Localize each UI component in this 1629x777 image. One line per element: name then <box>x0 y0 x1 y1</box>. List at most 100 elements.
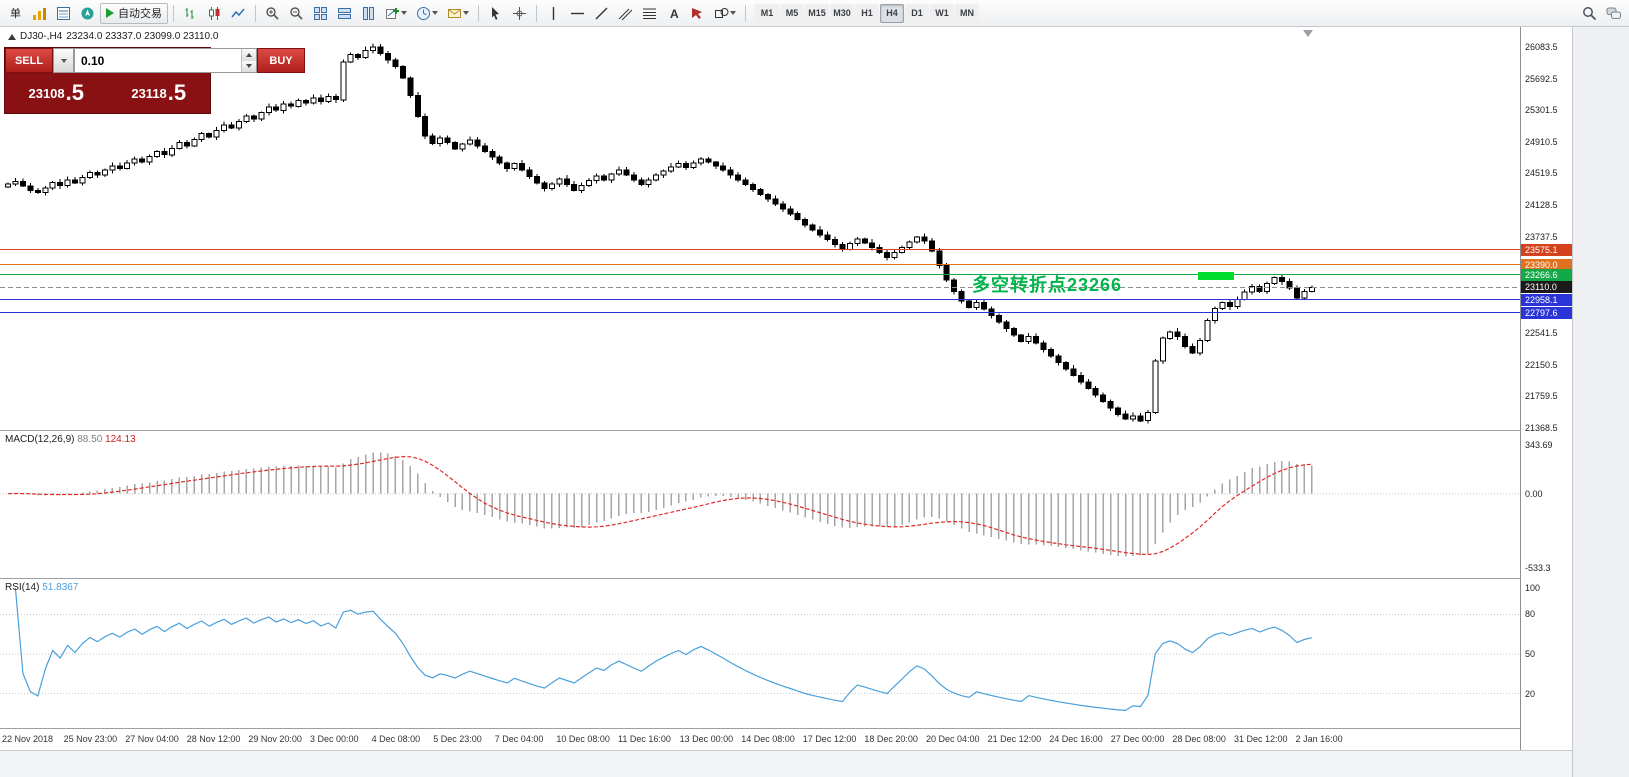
shapes-tool-icon[interactable] <box>710 2 740 25</box>
macd-name: MACD(12,26,9) <box>5 434 75 445</box>
price-axis-label: 24128.5 <box>1525 199 1558 210</box>
new-chart-icon[interactable] <box>381 2 411 25</box>
price-axis-label: 25692.5 <box>1525 73 1558 84</box>
toolbar-separator <box>255 4 256 22</box>
new-order-button[interactable]: 单 <box>4 3 27 24</box>
trendline-tool-icon[interactable] <box>590 2 613 25</box>
timeframe-button-W1[interactable]: W1 <box>930 3 954 23</box>
time-axis-label: 25 Nov 23:00 <box>63 734 118 744</box>
price-axis-label: 24519.5 <box>1525 168 1558 179</box>
timeframe-button-D1[interactable]: D1 <box>905 3 929 23</box>
timeframe-button-MN[interactable]: MN <box>955 3 979 23</box>
macd-axis-zero-label: 0.00 <box>1525 488 1543 499</box>
sell-price-pips: .5 <box>65 80 84 105</box>
highlight-box <box>1198 272 1234 280</box>
time-axis-label: 11 Dec 16:00 <box>618 734 671 744</box>
time-axis-label: 28 Dec 08:00 <box>1172 734 1226 744</box>
time-axis-label: 28 Nov 12:00 <box>186 734 241 744</box>
cursor-icon[interactable] <box>484 2 507 25</box>
svg-text:A: A <box>670 7 679 21</box>
rsi-axis-label: 20 <box>1525 688 1536 699</box>
toolbar-separator <box>536 4 537 22</box>
toolbar-separator <box>478 4 479 22</box>
time-axis-label: 7 Dec 04:00 <box>494 734 544 744</box>
level-price-label: 23110.0 <box>1521 281 1573 294</box>
sell-price[interactable]: 23108 .5 <box>5 73 108 113</box>
data-window-icon[interactable] <box>52 2 75 25</box>
arrow-label-tool-icon[interactable] <box>686 2 709 25</box>
rsi-indicator-label: RSI(14) 51.8367 <box>5 582 78 593</box>
zoom-in-icon[interactable] <box>261 2 284 25</box>
buy-price-main: 23118 <box>131 85 167 101</box>
templates-icon[interactable] <box>443 2 473 25</box>
macd-axis-min-label: -533.3 <box>1525 563 1551 574</box>
navigator-icon[interactable] <box>76 2 99 25</box>
arrange-vertical-icon[interactable] <box>357 2 380 25</box>
time-axis-label: 13 Dec 00:00 <box>679 734 734 744</box>
macd-main-value: 88.50 <box>77 434 103 445</box>
tile-windows-icon[interactable] <box>309 2 332 25</box>
timeframe-button-M15[interactable]: M15 <box>805 3 829 23</box>
timeframe-button-H1[interactable]: H1 <box>855 3 879 23</box>
sell-button[interactable]: SELL <box>5 48 53 73</box>
chart-annotation-text: 多空转折点23266 <box>972 275 1123 295</box>
volume-spinner <box>241 49 256 72</box>
toolbar-separator <box>173 4 174 22</box>
macd-indicator-label: MACD(12,26,9) 88.50 124.13 <box>5 434 136 445</box>
price-axis-label: 22150.5 <box>1525 359 1558 370</box>
search-icon[interactable] <box>1578 2 1601 25</box>
timeframe-button-M1[interactable]: M1 <box>755 3 779 23</box>
bar-chart-mode-icon[interactable] <box>179 2 202 25</box>
trade-options-dropdown[interactable] <box>53 48 74 73</box>
price-axis-label: 26083.5 <box>1525 41 1558 52</box>
chart-shift-marker[interactable] <box>1303 30 1313 37</box>
rsi-value: 51.8367 <box>42 582 79 593</box>
chart-area[interactable]: DJ30-,H4 23234.0 23337.0 23099.0 23110.0… <box>0 27 1572 750</box>
time-axis-label: 18 Dec 20:00 <box>864 734 918 744</box>
buy-button[interactable]: BUY <box>257 48 305 73</box>
vertical-line-tool-icon[interactable] <box>542 2 565 25</box>
level-price-label: 23390.0 <box>1521 258 1573 271</box>
horizontal-line-tool-icon[interactable] <box>566 2 589 25</box>
time-axis-label: 14 Dec 08:00 <box>741 734 795 744</box>
autotrading-button[interactable]: 自动交易 <box>100 2 168 24</box>
fibonacci-tool-icon[interactable] <box>638 2 661 25</box>
expand-symbol-icon[interactable] <box>8 33 16 40</box>
buy-price[interactable]: 23118 .5 <box>108 73 211 113</box>
text-tool-icon[interactable]: A <box>662 2 685 25</box>
line-chart-mode-icon[interactable] <box>227 2 250 25</box>
timeframe-button-M30[interactable]: M30 <box>830 3 854 23</box>
time-axis-label: 17 Dec 12:00 <box>802 734 857 744</box>
time-axis-label: 10 Dec 08:00 <box>556 734 610 744</box>
volume-decrease-button[interactable] <box>242 60 256 72</box>
price-axis-label: 23737.5 <box>1525 231 1558 242</box>
volume-input[interactable] <box>75 49 241 72</box>
price-axis-label: 25301.5 <box>1525 105 1558 116</box>
candlestick-mode-icon[interactable] <box>203 2 226 25</box>
chart-canvas[interactable] <box>0 27 1520 750</box>
timeframe-button-M5[interactable]: M5 <box>780 3 804 23</box>
price-axis-label: 21368.5 <box>1525 423 1558 434</box>
arrange-horizontal-icon[interactable] <box>333 2 356 25</box>
autotrading-play-icon <box>106 8 114 18</box>
chevron-down-icon <box>730 11 736 15</box>
time-axis-label: 31 Dec 12:00 <box>1234 734 1288 744</box>
time-axis-label: 27 Dec 00:00 <box>1110 734 1165 744</box>
macd-axis-max-label: 343.69 <box>1525 439 1553 450</box>
crosshair-icon[interactable] <box>508 2 531 25</box>
channel-tool-icon[interactable] <box>614 2 637 25</box>
buy-price-pips: .5 <box>167 80 187 105</box>
market-watch-icon[interactable] <box>28 2 51 25</box>
volume-increase-button[interactable] <box>242 49 256 61</box>
chart-symbol-label: DJ30-,H4 23234.0 23337.0 23099.0 23110.0 <box>8 31 218 42</box>
level-price-label: 22958.1 <box>1521 293 1573 306</box>
toolbar-separator <box>745 4 746 22</box>
price-scale[interactable]: 26083.5 25692.5 25301.5 24910.5 24519.5 24128… <box>1520 27 1573 750</box>
time-axis-label: 29 Nov 20:00 <box>248 734 302 744</box>
zoom-out-icon[interactable] <box>285 2 308 25</box>
period-clock-icon[interactable] <box>412 2 442 25</box>
chat-icon[interactable] <box>1602 2 1625 25</box>
timeframe-button-H4[interactable]: H4 <box>880 3 904 23</box>
right-panel-strip <box>1572 27 1629 777</box>
